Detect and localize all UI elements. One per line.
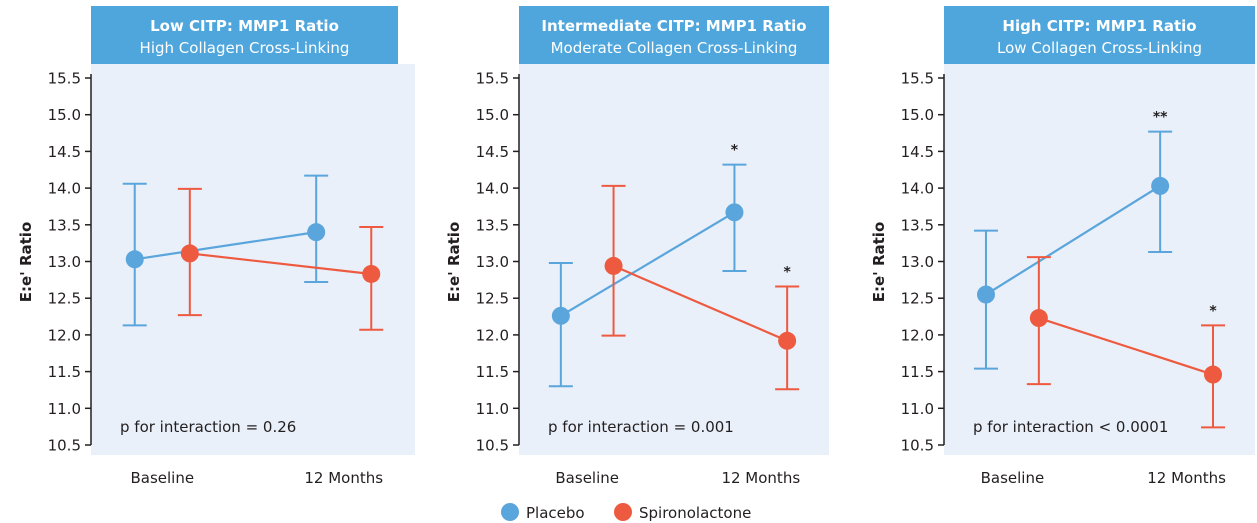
chart-panel-2: Intermediate CITP: MMP1 Ratio Moderate Co… (445, 6, 829, 487)
panel-header (519, 6, 829, 64)
y-tick-label: 10.5 (476, 437, 509, 455)
x-tick-label: Baseline (981, 469, 1045, 487)
y-tick-label: 15.5 (476, 70, 509, 88)
data-point (778, 331, 797, 350)
panel-title: High CITP: MMP1 Ratio (1002, 17, 1196, 35)
data-point (551, 306, 570, 325)
panel-subtitle: High Collagen Cross-Linking (140, 39, 350, 57)
legend: Placebo Spironolactone (501, 503, 751, 522)
y-tick-label: 15.0 (476, 106, 509, 124)
panel-title: Low CITP: MMP1 Ratio (150, 17, 339, 35)
y-tick-label: 13.0 (476, 253, 509, 271)
data-point (725, 203, 744, 222)
panel-subtitle: Moderate Collagen Cross-Linking (551, 39, 798, 57)
x-tick-label: Baseline (555, 469, 619, 487)
data-point (125, 250, 144, 269)
significance-marker: * (731, 143, 739, 159)
y-tick-label: 11.0 (476, 400, 509, 418)
series-line-spironolactone (1038, 316, 1214, 376)
x-tick-label: Baseline (130, 469, 194, 487)
y-tick-label: 15.5 (48, 70, 81, 88)
y-tick-label: 12.5 (901, 290, 934, 308)
data-point (1029, 309, 1048, 328)
y-tick-label: 11.5 (48, 363, 81, 381)
series-line-placebo (560, 211, 736, 317)
y-tick-label: 14.5 (901, 143, 934, 161)
panel-title: Intermediate CITP: MMP1 Ratio (541, 17, 806, 35)
chart-panel-1: Low CITP: MMP1 Ratio High Collagen Cross-… (17, 6, 415, 487)
data-point (1204, 365, 1223, 384)
data-point (976, 285, 995, 304)
y-tick-label: 15.5 (901, 70, 934, 88)
data-point (362, 264, 381, 283)
y-tick-label: 12.5 (476, 290, 509, 308)
series-line-spironolactone (189, 252, 372, 276)
p-interaction-annotation: p for interaction < 0.0001 (973, 418, 1168, 436)
y-tick-label: 14.5 (48, 143, 81, 161)
legend-marker-spironolactone (614, 503, 632, 521)
y-tick-label: 14.0 (476, 180, 509, 198)
x-tick-label: 12 Months (1147, 469, 1226, 487)
y-tick-label: 10.5 (48, 437, 81, 455)
legend-marker-placebo (501, 503, 519, 521)
y-tick-label: 11.0 (901, 400, 934, 418)
y-tick-label: 13.0 (48, 253, 81, 271)
x-tick-label: 12 Months (304, 469, 383, 487)
legend-label-placebo: Placebo (526, 504, 585, 522)
significance-marker: * (783, 264, 791, 280)
x-tick-label: 12 Months (721, 469, 800, 487)
y-tick-label: 11.0 (48, 400, 81, 418)
significance-marker: ** (1153, 110, 1168, 126)
p-interaction-annotation: p for interaction = 0.001 (548, 418, 734, 436)
y-tick-label: 13.0 (901, 253, 934, 271)
panel-header (944, 6, 1255, 64)
data-point (604, 256, 623, 275)
y-tick-label: 12.0 (476, 326, 509, 344)
data-point (180, 244, 199, 263)
panel-header (91, 6, 398, 64)
legend-label-spironolactone: Spironolactone (639, 504, 751, 522)
plot-background (519, 64, 829, 455)
y-tick-label: 12.0 (48, 326, 81, 344)
y-axis-label: E:e' Ratio (17, 222, 35, 303)
p-interaction-annotation: p for interaction = 0.26 (120, 418, 296, 436)
significance-marker: * (1209, 303, 1217, 319)
y-tick-label: 14.0 (901, 180, 934, 198)
y-tick-label: 12.0 (901, 326, 934, 344)
series-line-placebo (134, 231, 317, 261)
data-point (307, 223, 326, 242)
series-line-spironolactone (613, 264, 788, 342)
panel-subtitle: Low Collagen Cross-Linking (997, 39, 1202, 57)
y-tick-label: 13.5 (476, 216, 509, 234)
y-axis-label: E:e' Ratio (445, 222, 463, 303)
y-axis-label: E:e' Ratio (870, 222, 888, 303)
chart-panel-3: High CITP: MMP1 Ratio Low Collagen Cross-… (870, 6, 1255, 487)
y-tick-label: 12.5 (48, 290, 81, 308)
y-tick-label: 14.0 (48, 180, 81, 198)
y-tick-label: 11.5 (476, 363, 509, 381)
y-tick-label: 13.5 (901, 216, 934, 234)
data-point (1151, 176, 1170, 195)
plot-background (944, 64, 1255, 455)
y-tick-label: 13.5 (48, 216, 81, 234)
y-tick-label: 15.0 (901, 106, 934, 124)
y-tick-label: 10.5 (901, 437, 934, 455)
series-line-placebo (985, 184, 1161, 296)
y-tick-label: 11.5 (901, 363, 934, 381)
y-tick-label: 14.5 (476, 143, 509, 161)
y-tick-label: 15.0 (48, 106, 81, 124)
